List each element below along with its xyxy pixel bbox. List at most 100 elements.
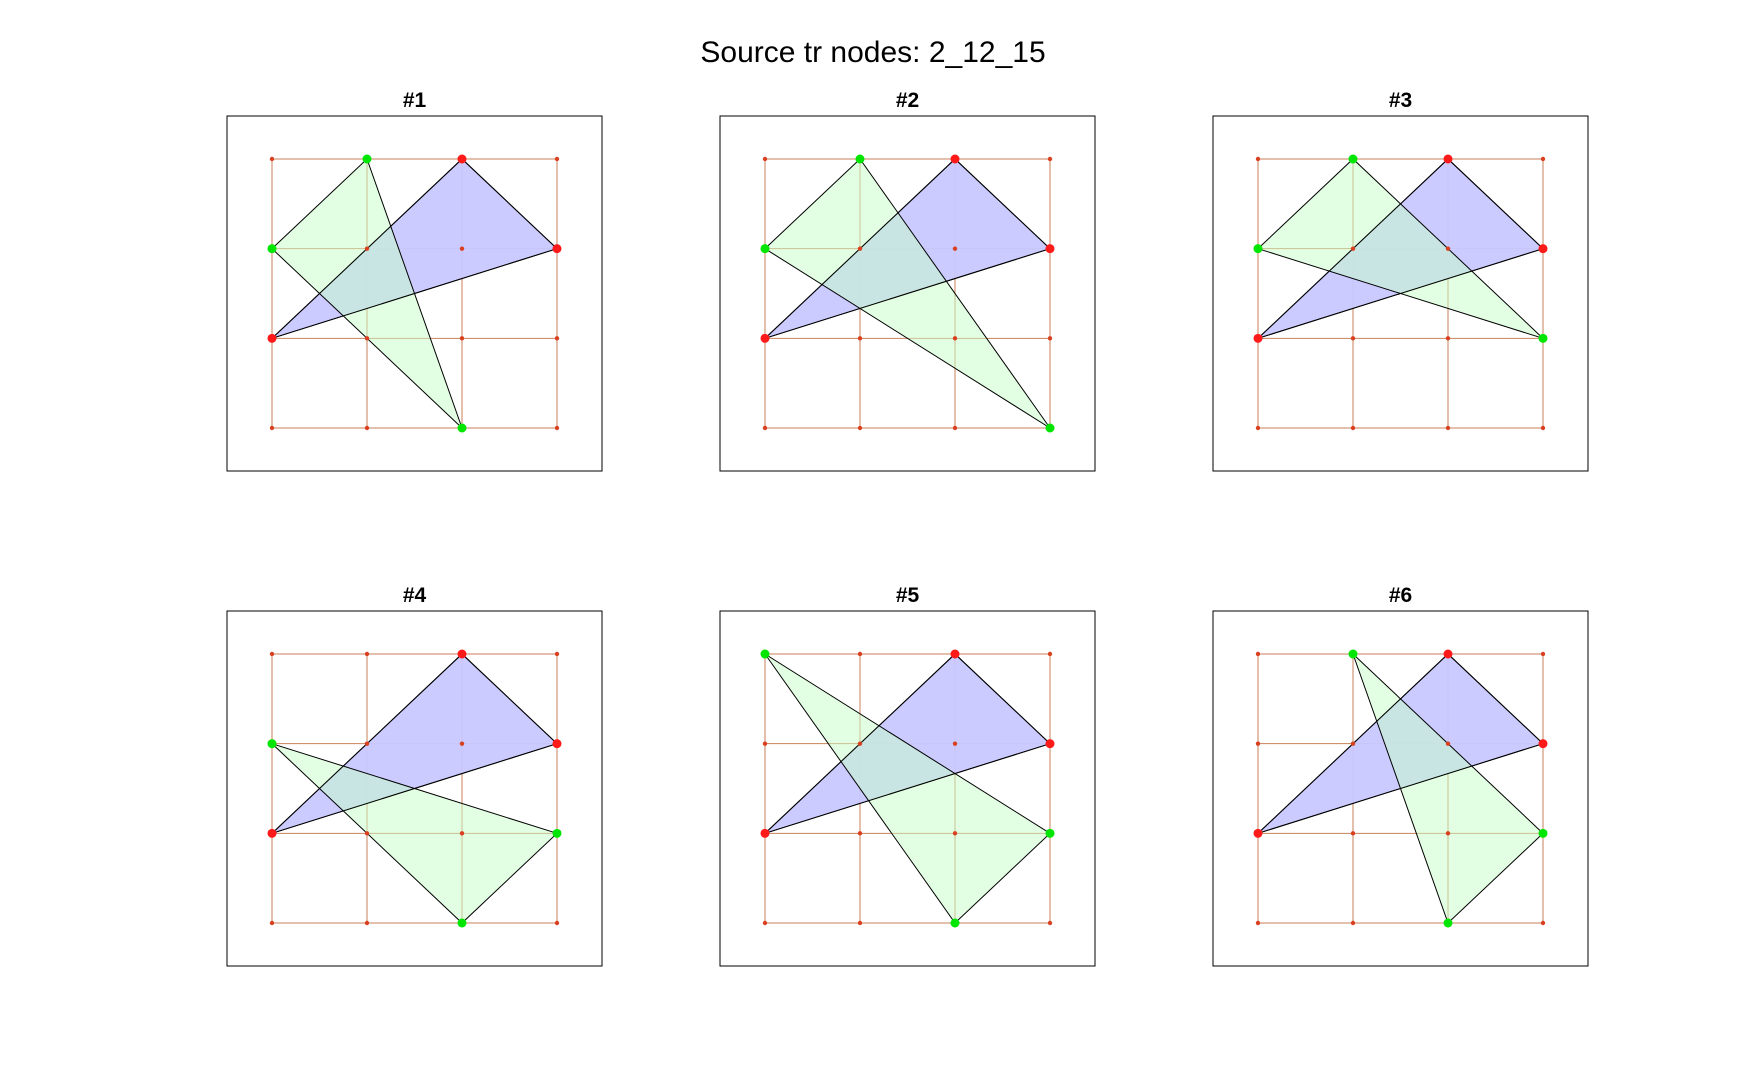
target-vertex bbox=[1045, 828, 1055, 838]
grid-node bbox=[1255, 920, 1261, 926]
grid-node bbox=[762, 156, 768, 162]
target-triangle-outline bbox=[764, 653, 1051, 924]
grid-node bbox=[1047, 920, 1053, 926]
source-vertex bbox=[552, 244, 562, 254]
grid-node bbox=[459, 831, 465, 836]
target-vertex bbox=[760, 244, 770, 254]
target-vertex bbox=[950, 918, 960, 928]
target-vertex bbox=[1253, 244, 1263, 254]
source-vertex bbox=[1443, 649, 1453, 659]
grid-node bbox=[269, 425, 275, 431]
grid-node bbox=[364, 651, 370, 657]
grid-node bbox=[459, 741, 465, 746]
grid-node bbox=[1350, 336, 1356, 341]
source-vertex bbox=[1045, 739, 1055, 749]
source-vertex bbox=[457, 649, 467, 659]
panel-3: #3 bbox=[1212, 89, 1589, 472]
target-vertex bbox=[1045, 423, 1055, 433]
grid-node bbox=[1350, 425, 1356, 431]
grid-node bbox=[554, 336, 560, 341]
panel-title: #1 bbox=[403, 89, 427, 112]
grid-node bbox=[1350, 831, 1356, 836]
panels-container: #1 #2 #3 #4 #5 #6 bbox=[226, 89, 1589, 967]
grid-node bbox=[269, 920, 275, 926]
target-triangle-fill bbox=[1353, 654, 1543, 923]
target-vertex bbox=[760, 649, 770, 659]
source-vertex bbox=[1538, 739, 1548, 749]
grid-node bbox=[1350, 246, 1356, 251]
source-vertex bbox=[267, 828, 277, 838]
grid-node bbox=[762, 425, 768, 431]
grid-node bbox=[952, 741, 958, 746]
grid-node bbox=[1445, 741, 1451, 746]
grid-node bbox=[857, 831, 863, 836]
grid-node bbox=[1047, 336, 1053, 341]
source-vertex bbox=[1443, 154, 1453, 164]
source-vertex bbox=[950, 649, 960, 659]
target-vertex bbox=[362, 154, 372, 164]
grid-node bbox=[1047, 651, 1053, 657]
grid-node bbox=[1540, 425, 1546, 431]
panel-5: #5 bbox=[719, 584, 1096, 967]
grid-node bbox=[1255, 425, 1261, 431]
panel-6: #6 bbox=[1212, 584, 1589, 967]
grid-node bbox=[952, 831, 958, 836]
source-vertex bbox=[760, 828, 770, 838]
panel-title: #6 bbox=[1389, 584, 1412, 607]
grid-node bbox=[1540, 920, 1546, 926]
target-vertex bbox=[457, 918, 467, 928]
grid-node bbox=[952, 336, 958, 341]
grid-node bbox=[554, 425, 560, 431]
panel-1: #1 bbox=[226, 89, 603, 472]
grid-node bbox=[269, 156, 275, 162]
grid-node bbox=[554, 156, 560, 162]
grid-node bbox=[857, 741, 863, 746]
grid-node bbox=[1445, 336, 1451, 341]
source-vertex bbox=[950, 154, 960, 164]
target-vertex bbox=[267, 244, 277, 254]
grid-node bbox=[364, 336, 370, 341]
source-vertex bbox=[1045, 244, 1055, 254]
grid-node bbox=[459, 246, 465, 251]
target-vertex bbox=[1348, 154, 1358, 164]
grid-node bbox=[857, 920, 863, 926]
target-vertex bbox=[855, 154, 865, 164]
grid-node bbox=[554, 651, 560, 657]
grid-node bbox=[857, 651, 863, 657]
panel-title: #2 bbox=[896, 89, 919, 112]
grid-node bbox=[1540, 651, 1546, 657]
grid-node bbox=[1445, 831, 1451, 836]
grid-node bbox=[952, 425, 958, 431]
grid-node bbox=[364, 920, 370, 926]
target-triangle-outline bbox=[764, 158, 1051, 429]
target-vertex bbox=[1538, 333, 1548, 343]
target-vertex bbox=[1348, 649, 1358, 659]
grid-node bbox=[857, 336, 863, 341]
grid-node bbox=[762, 920, 768, 926]
grid-node bbox=[1047, 156, 1053, 162]
source-vertex bbox=[457, 154, 467, 164]
grid-node bbox=[1445, 425, 1451, 431]
target-triangle-fill bbox=[1258, 159, 1543, 339]
grid-node bbox=[364, 741, 370, 746]
grid-node bbox=[459, 336, 465, 341]
target-triangle-fill bbox=[272, 743, 557, 923]
figure-title: Source tr nodes: 2_12_15 bbox=[700, 36, 1045, 69]
source-vertex bbox=[1253, 828, 1263, 838]
grid-lines bbox=[271, 158, 558, 429]
grid-node bbox=[1445, 246, 1451, 251]
target-vertex bbox=[1538, 828, 1548, 838]
grid-node bbox=[762, 741, 768, 746]
grid-node bbox=[1350, 920, 1356, 926]
panel-4: #4 bbox=[226, 584, 603, 967]
target-vertex bbox=[1443, 918, 1453, 928]
target-vertex bbox=[552, 828, 562, 838]
grid-node bbox=[1350, 741, 1356, 746]
grid-node bbox=[857, 425, 863, 431]
target-vertex bbox=[457, 423, 467, 433]
grid-node bbox=[857, 246, 863, 251]
grid-node bbox=[1255, 156, 1261, 162]
target-vertex bbox=[267, 739, 277, 749]
panel-title: #4 bbox=[403, 584, 427, 607]
grid-node bbox=[1255, 741, 1261, 746]
